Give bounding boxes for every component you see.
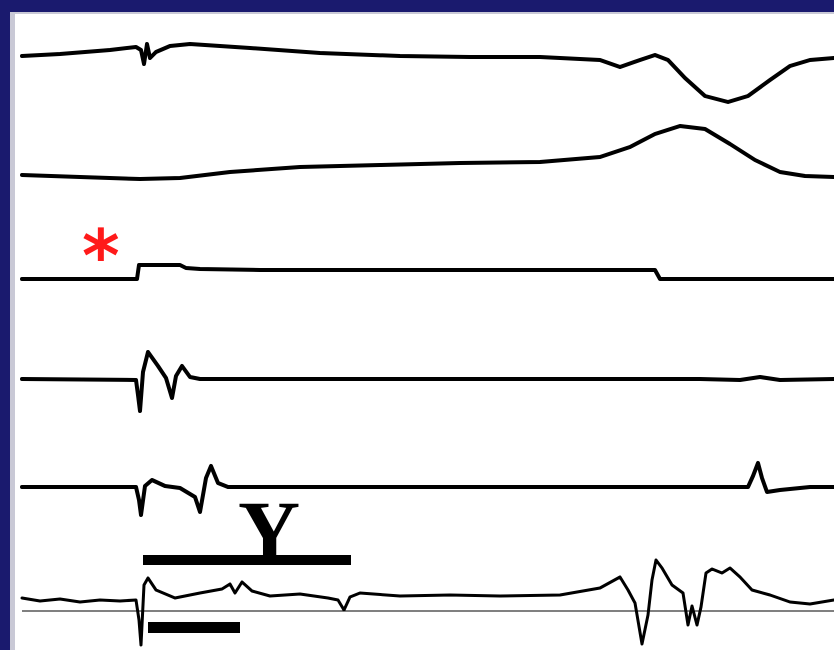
trace-2	[20, 124, 834, 181]
stimulus-marker: *	[82, 214, 120, 298]
trace-4	[20, 350, 834, 413]
scale-bar-y	[143, 555, 351, 565]
scale-label-y: Y	[238, 483, 301, 579]
trace-1	[20, 42, 834, 104]
trace-group	[20, 42, 834, 647]
panel-background	[15, 14, 834, 650]
trace-3	[20, 263, 834, 281]
scale-bar-time	[148, 622, 240, 633]
trace-6	[20, 558, 834, 647]
trace-5	[20, 461, 834, 517]
